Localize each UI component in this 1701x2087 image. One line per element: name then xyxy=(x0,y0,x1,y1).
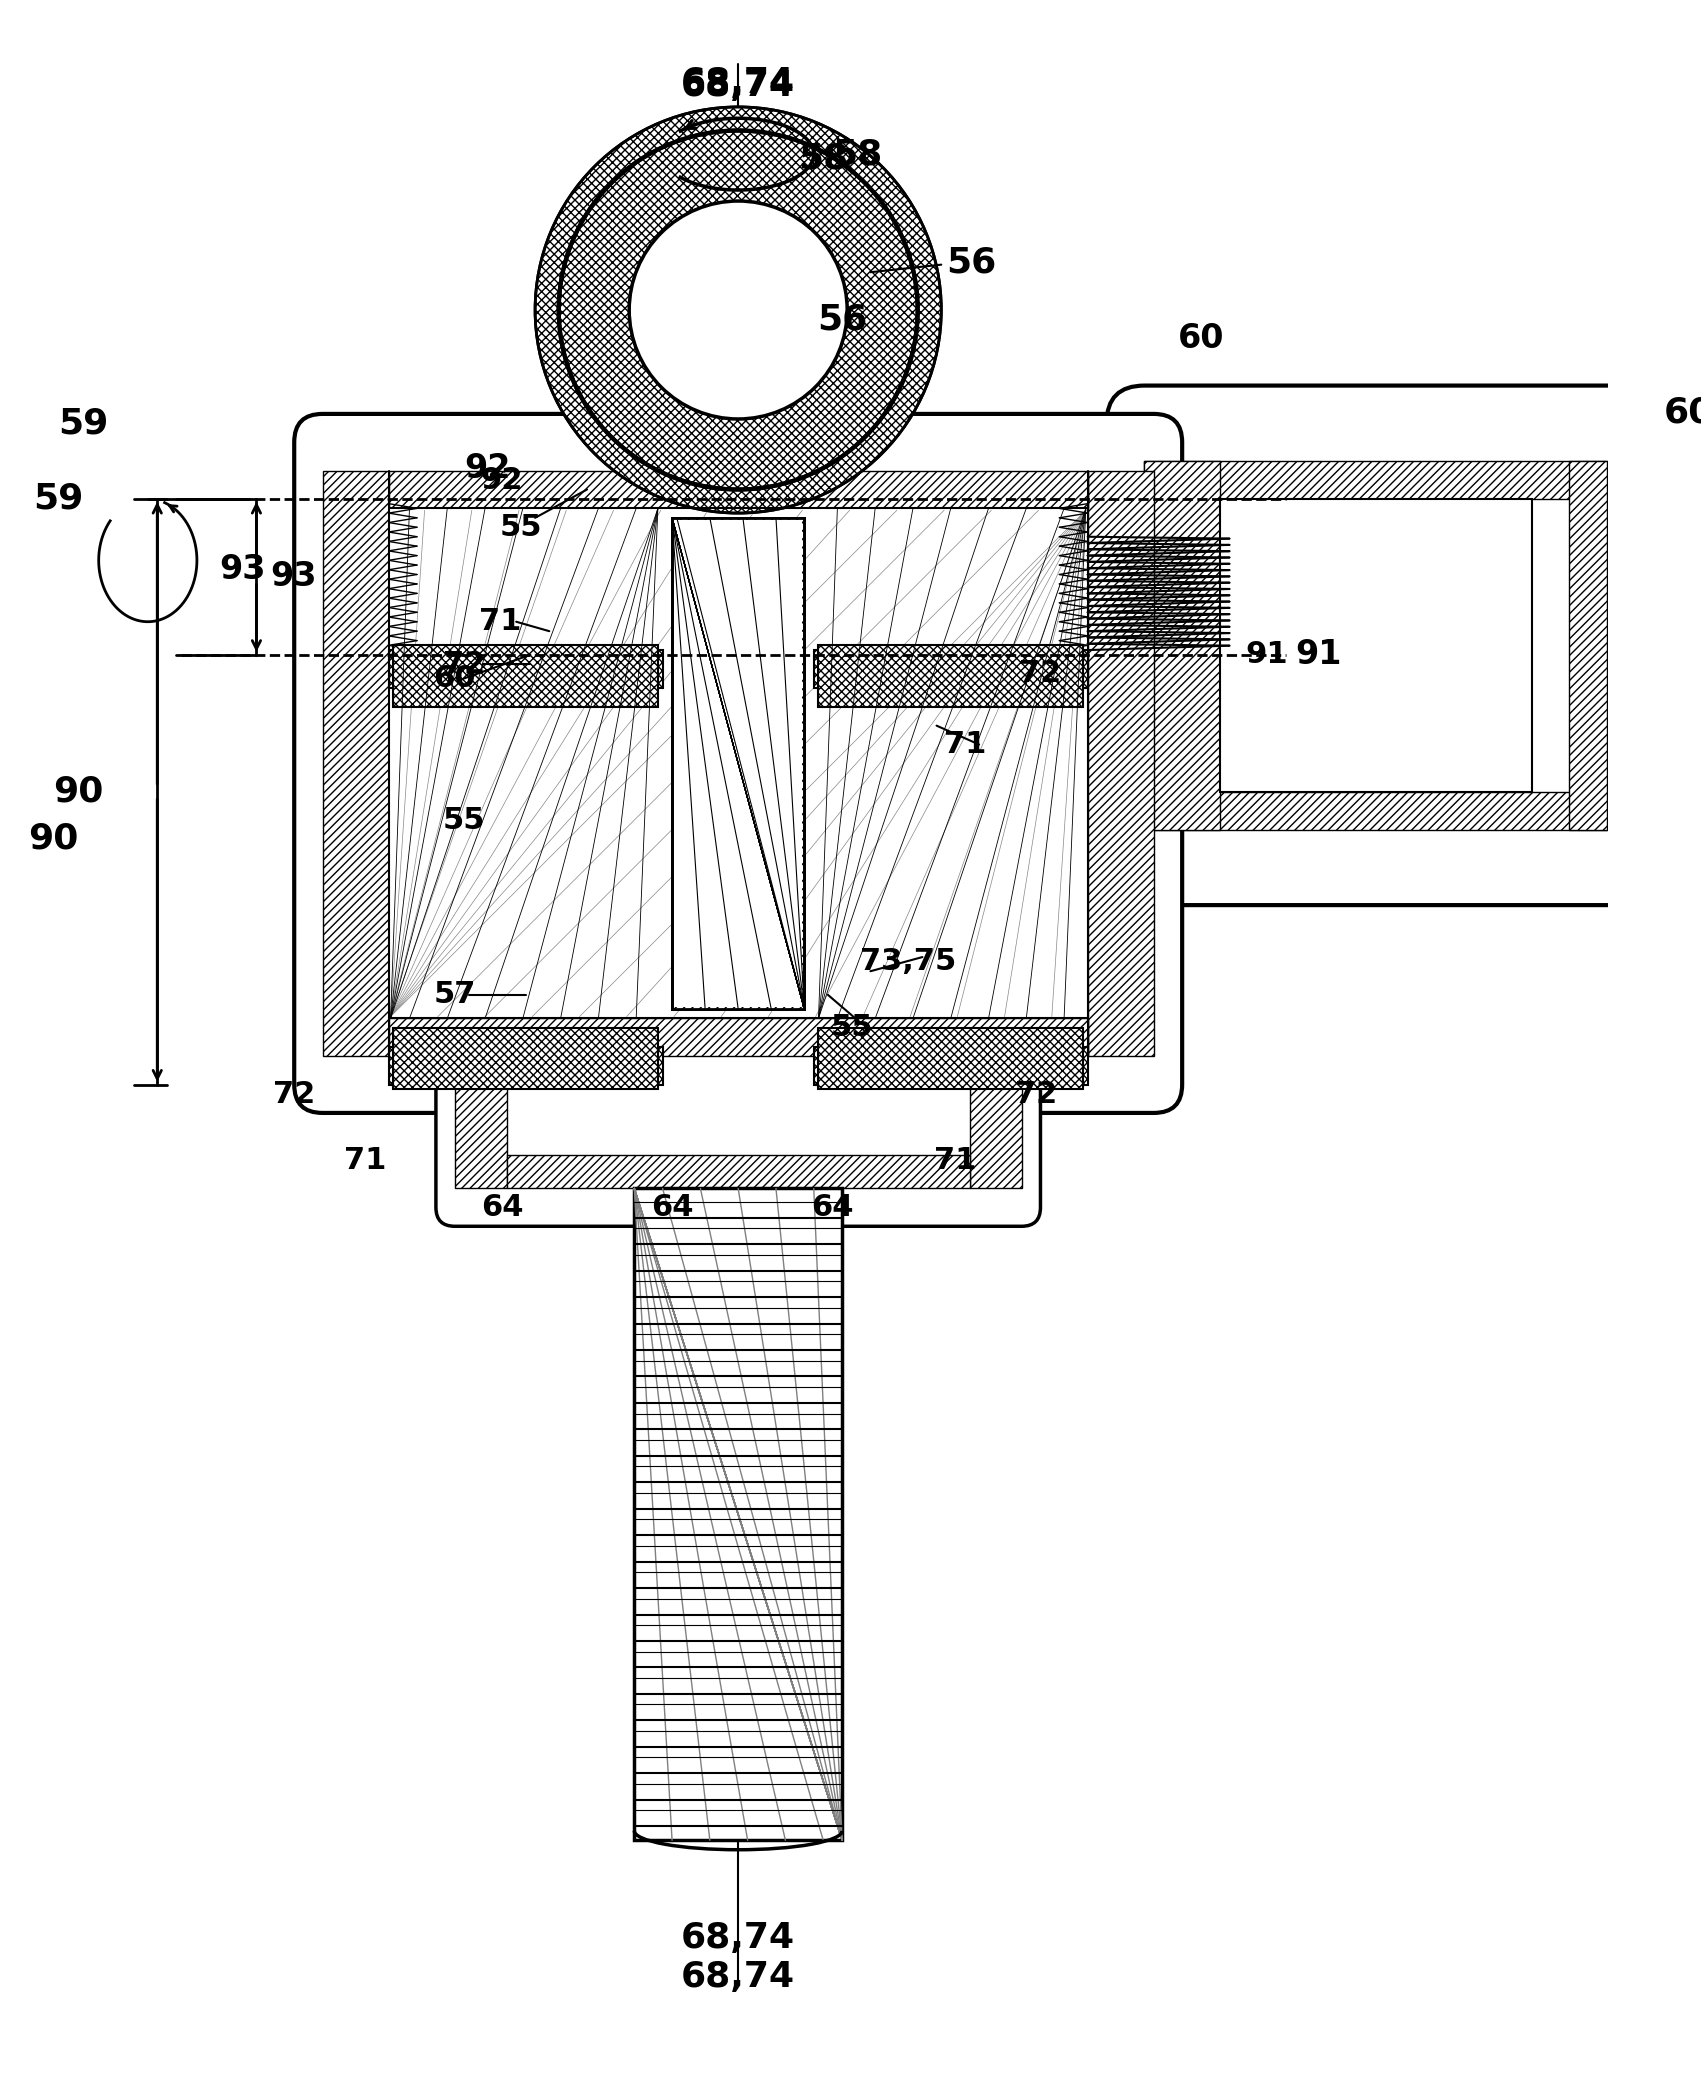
Polygon shape xyxy=(1145,461,1607,499)
Polygon shape xyxy=(970,1056,1022,1188)
Polygon shape xyxy=(507,1156,970,1188)
Polygon shape xyxy=(393,1029,658,1089)
Polygon shape xyxy=(1145,461,1220,829)
Polygon shape xyxy=(813,649,1087,689)
Text: 60: 60 xyxy=(1177,321,1225,355)
Circle shape xyxy=(629,200,847,419)
Text: 59: 59 xyxy=(32,482,83,515)
FancyBboxPatch shape xyxy=(435,1037,1041,1227)
Text: 71: 71 xyxy=(480,607,521,637)
Text: 68,74: 68,74 xyxy=(680,67,796,100)
Text: 58: 58 xyxy=(798,142,849,175)
Polygon shape xyxy=(1570,461,1607,829)
Polygon shape xyxy=(393,645,658,707)
Text: 71: 71 xyxy=(344,1146,386,1175)
Text: 68,74: 68,74 xyxy=(680,1920,796,1956)
Bar xyxy=(674,520,803,1008)
Text: 91: 91 xyxy=(1296,639,1342,672)
Text: 90: 90 xyxy=(53,774,104,810)
Text: 72: 72 xyxy=(1019,659,1061,689)
Text: 55: 55 xyxy=(830,1014,873,1041)
Polygon shape xyxy=(390,1018,1087,1056)
Text: 92: 92 xyxy=(464,451,510,484)
FancyBboxPatch shape xyxy=(294,413,1182,1112)
Polygon shape xyxy=(1145,791,1607,829)
Polygon shape xyxy=(818,645,1084,707)
Text: 71: 71 xyxy=(934,1146,976,1175)
Text: 90: 90 xyxy=(29,822,78,856)
Polygon shape xyxy=(323,470,390,1056)
Polygon shape xyxy=(390,1048,663,1085)
Circle shape xyxy=(558,131,917,490)
Text: 71: 71 xyxy=(944,730,987,760)
Text: 72: 72 xyxy=(274,1079,315,1108)
Circle shape xyxy=(629,200,847,419)
Polygon shape xyxy=(390,649,663,689)
Text: 58: 58 xyxy=(833,138,883,171)
Text: 55: 55 xyxy=(500,513,543,543)
Text: 57: 57 xyxy=(434,981,476,1010)
Polygon shape xyxy=(672,518,805,1008)
Circle shape xyxy=(536,106,941,513)
Text: 64: 64 xyxy=(651,1194,694,1221)
Polygon shape xyxy=(813,1048,1087,1085)
Bar xyxy=(672,518,805,1008)
FancyBboxPatch shape xyxy=(1107,386,1682,906)
Bar xyxy=(1220,499,1531,791)
Text: 56: 56 xyxy=(946,246,997,280)
Polygon shape xyxy=(454,1056,507,1188)
Bar xyxy=(634,1188,842,1841)
Text: 60: 60 xyxy=(434,664,476,693)
Text: 93: 93 xyxy=(219,553,265,586)
Text: 64: 64 xyxy=(481,1194,524,1221)
Text: 60: 60 xyxy=(1664,394,1701,430)
Polygon shape xyxy=(672,518,805,1008)
Text: 92: 92 xyxy=(481,465,524,495)
Text: 72: 72 xyxy=(444,649,485,678)
Polygon shape xyxy=(672,518,805,1008)
Polygon shape xyxy=(818,1029,1084,1089)
Bar xyxy=(390,509,1087,1018)
Text: 93: 93 xyxy=(270,559,316,593)
Text: 91: 91 xyxy=(1245,641,1288,670)
Text: 68,74: 68,74 xyxy=(680,69,796,102)
Polygon shape xyxy=(1087,470,1153,1056)
Text: 55: 55 xyxy=(442,806,485,835)
Text: 56: 56 xyxy=(816,303,868,336)
Polygon shape xyxy=(390,470,1087,509)
Text: 64: 64 xyxy=(811,1194,854,1221)
Text: 59: 59 xyxy=(58,407,109,440)
Text: 72: 72 xyxy=(1014,1079,1056,1108)
Text: 68,74: 68,74 xyxy=(680,1960,796,1995)
Text: 73,75: 73,75 xyxy=(861,947,956,977)
